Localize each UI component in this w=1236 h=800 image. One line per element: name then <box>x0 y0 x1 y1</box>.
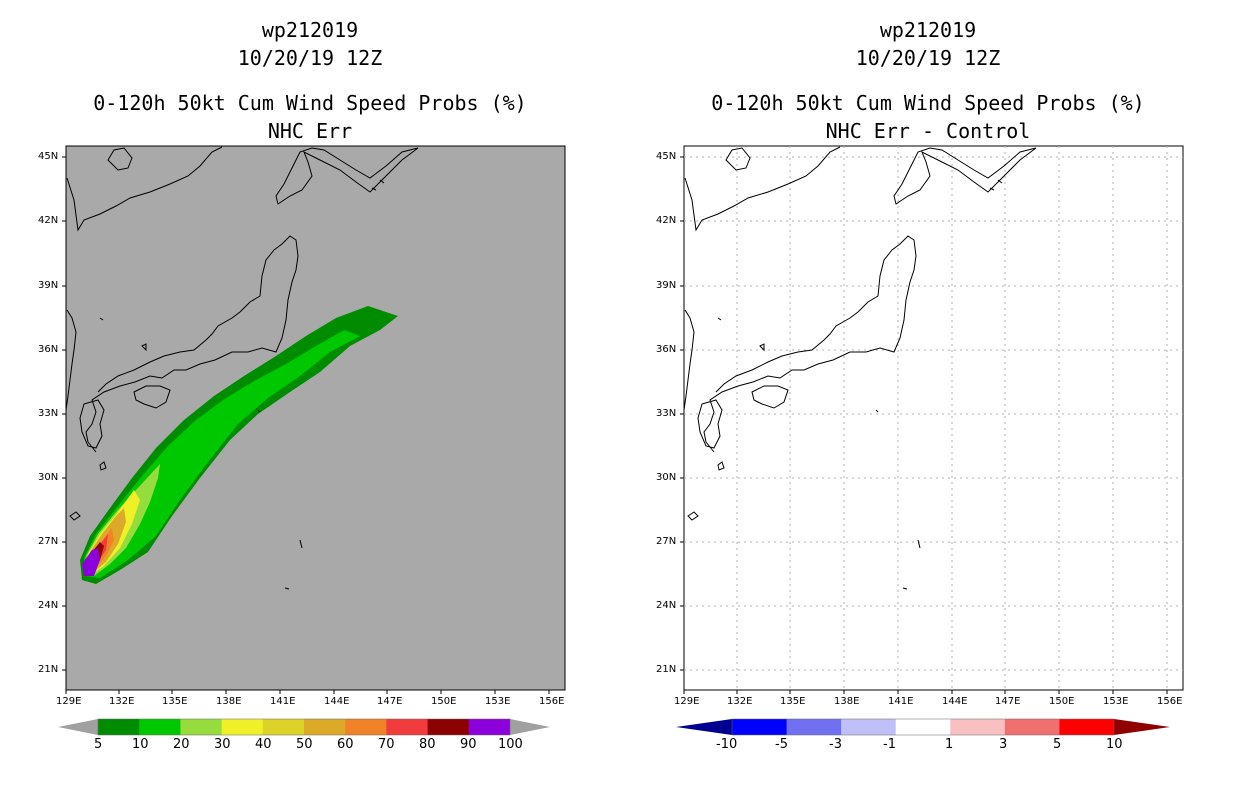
right-lon-label: 156E <box>1157 696 1183 707</box>
left-lon-label: 132E <box>109 696 135 707</box>
right-colorbar-label: 10 <box>1106 737 1123 752</box>
colorbar-swatch <box>841 719 897 735</box>
left-map <box>65 145 566 691</box>
right-lon-label: 147E <box>995 696 1021 707</box>
left-lat-label: 33N <box>38 408 59 419</box>
left-colorbar-label: 100 <box>498 737 523 752</box>
right-colorbar-label: 1 <box>945 737 954 752</box>
left-lat-label: 45N <box>38 151 59 162</box>
colorbar-end-high <box>1114 719 1170 735</box>
right-lat-label: 42N <box>656 215 677 226</box>
right-lon-label: 150E <box>1049 696 1075 707</box>
colorbar-swatch <box>98 719 140 735</box>
left-colorbar-label: 60 <box>337 737 354 752</box>
right-storm-id: wp212019 <box>879 18 977 42</box>
left-subtitle: NHC Err <box>267 119 353 143</box>
left-lat-label: 39N <box>38 280 59 291</box>
left-lon-label: 153E <box>485 696 511 707</box>
right-lat-label: 24N <box>656 600 677 611</box>
left-lon-label: 156E <box>539 696 565 707</box>
left-colorbar-label: 80 <box>419 737 436 752</box>
right-lon-label: 135E <box>780 696 806 707</box>
left-lat-label: 24N <box>38 600 59 611</box>
right-subtitle: NHC Err - Control <box>825 119 1031 143</box>
left-lat-label: 21N <box>38 664 59 675</box>
right-datetime: 10/20/19 12Z <box>855 46 1001 70</box>
left-colorbar-label: 70 <box>378 737 395 752</box>
right-map-background <box>683 145 1184 691</box>
colorbar-end-low <box>58 719 98 735</box>
colorbar-swatch <box>950 719 1006 735</box>
colorbar-swatch <box>468 719 511 735</box>
right-lon-label: 138E <box>834 696 860 707</box>
right-lat-label: 45N <box>656 151 677 162</box>
left-colorbar-label: 30 <box>214 737 231 752</box>
colorbar-swatch <box>786 719 842 735</box>
left-colorbar-label: 40 <box>255 737 272 752</box>
right-map <box>683 145 1184 691</box>
left-lon-label: 147E <box>377 696 403 707</box>
colorbar-end-high <box>510 719 550 735</box>
right-gridlines <box>684 146 1183 690</box>
right-colorbar-label: -10 <box>716 737 738 752</box>
colorbar-swatch <box>427 719 470 735</box>
right-colorbar-label: -3 <box>829 737 842 752</box>
right-lon-label: 141E <box>888 696 914 707</box>
left-lon-label: 138E <box>216 696 242 707</box>
left-colorbar-label: 50 <box>296 737 313 752</box>
right-product-title: 0-120h 50kt Cum Wind Speed Probs (%) <box>711 91 1145 115</box>
colorbar-end-low <box>676 719 732 735</box>
right-lat-label: 36N <box>656 344 677 355</box>
colorbar-swatch <box>1004 719 1060 735</box>
left-lon-label: 144E <box>324 696 350 707</box>
colorbar-swatch <box>262 719 305 735</box>
right-lon-label: 132E <box>727 696 753 707</box>
left-colorbar-label: 20 <box>173 737 190 752</box>
right-lat-label: 30N <box>656 472 677 483</box>
left-lon-label: 141E <box>270 696 296 707</box>
tick-marks <box>62 156 1168 694</box>
colorbar-swatch <box>345 719 387 735</box>
left-lat-label: 36N <box>38 344 59 355</box>
left-lon-label: 129E <box>56 696 82 707</box>
right-colorbar-label: 3 <box>999 737 1008 752</box>
right-lat-label: 33N <box>656 408 677 419</box>
left-colorbar <box>58 718 550 736</box>
right-colorbar <box>676 718 1170 736</box>
left-map-background <box>65 145 566 691</box>
colorbar-swatch <box>732 719 788 735</box>
left-probability-swath <box>80 306 398 584</box>
left-datetime: 10/20/19 12Z <box>237 46 383 70</box>
right-lon-label: 129E <box>674 696 700 707</box>
right-colorbar-label: -1 <box>883 737 896 752</box>
right-lon-label: 144E <box>942 696 968 707</box>
left-lat-label: 42N <box>38 215 59 226</box>
right-lat-label: 27N <box>656 536 677 547</box>
colorbar-swatch <box>180 719 223 735</box>
colorbar-swatch <box>1059 719 1115 735</box>
colorbar-outline <box>97 718 511 736</box>
left-product-title: 0-120h 50kt Cum Wind Speed Probs (%) <box>93 91 527 115</box>
right-colorbar-label: 5 <box>1053 737 1062 752</box>
left-storm-id: wp212019 <box>261 18 359 42</box>
colorbar-swatch <box>221 719 264 735</box>
colorbar-swatch <box>895 719 951 735</box>
right-colorbar-label: -5 <box>775 737 788 752</box>
left-colorbar-label: 10 <box>132 737 149 752</box>
left-lon-label: 135E <box>162 696 188 707</box>
colorbar-outline <box>731 718 1115 736</box>
right-lat-label: 21N <box>656 664 677 675</box>
right-lat-label: 39N <box>656 280 677 291</box>
left-lon-label: 150E <box>431 696 457 707</box>
colorbar-swatch <box>304 719 346 735</box>
colorbar-swatch <box>386 719 429 735</box>
left-lat-label: 27N <box>38 536 59 547</box>
left-colorbar-label: 90 <box>460 737 477 752</box>
right-lon-label: 153E <box>1103 696 1129 707</box>
colorbar-swatch <box>139 719 181 735</box>
left-colorbar-label: 5 <box>94 737 103 752</box>
left-lat-label: 30N <box>38 472 59 483</box>
